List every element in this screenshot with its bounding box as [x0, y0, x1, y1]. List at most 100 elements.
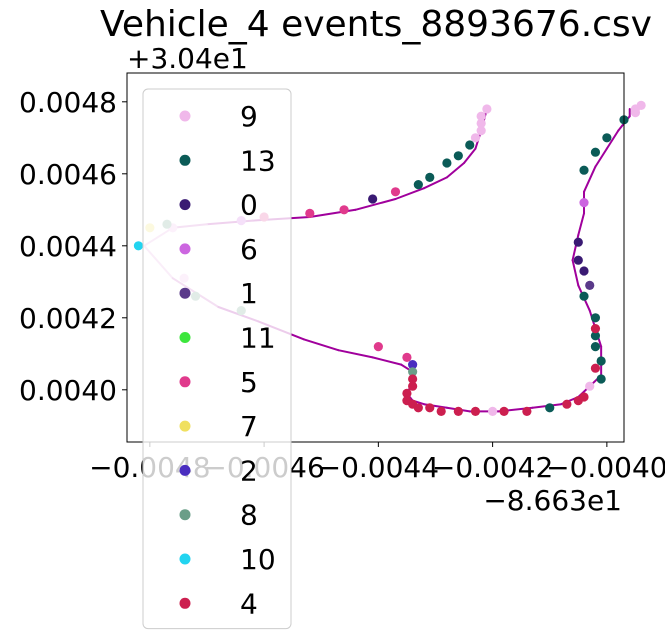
chart-title: Vehicle_4 events_8893676.csv: [100, 4, 652, 45]
data-point-series-5: [402, 352, 412, 362]
legend-label-5: 5: [240, 366, 258, 399]
data-point-series-0: [368, 194, 378, 204]
data-point-series-10: [133, 241, 144, 251]
trajectory-segment: [594, 147, 608, 168]
data-point-series-13: [596, 356, 606, 366]
legend-label-11: 11: [240, 322, 276, 355]
data-point-series-4: [408, 381, 418, 391]
legend-label-10: 10: [240, 543, 276, 576]
legend-marker-8: [179, 509, 191, 521]
data-point-series-13: [590, 342, 601, 352]
data-point-series-9: [476, 111, 486, 121]
legend-label-8: 8: [240, 499, 258, 532]
data-point-series-4: [590, 324, 601, 334]
trajectory-segment: [337, 349, 374, 359]
data-point-series-4: [402, 388, 412, 398]
data-point-series-13: [545, 403, 555, 413]
legend-marker-10: [179, 553, 191, 565]
data-point-series-13: [602, 133, 612, 143]
data-point-series-4: [522, 406, 532, 416]
data-point-series-4: [408, 374, 418, 384]
data-point-series-9: [488, 406, 498, 416]
legend-marker-9: [179, 110, 191, 122]
trajectory-segment: [577, 212, 586, 236]
y-tick-label: 0.0046: [19, 158, 117, 191]
data-point-series-9: [470, 133, 481, 143]
legend-marker-2: [179, 464, 191, 476]
data-point-series-13: [590, 147, 601, 157]
trajectory-segment: [423, 176, 448, 190]
trajectory-segment: [605, 129, 620, 150]
data-point-series-4: [453, 406, 463, 416]
data-point-series-13: [579, 165, 589, 175]
axes-frame: [126, 72, 625, 443]
data-point-series-13: [596, 374, 606, 384]
data-point-series-13: [590, 313, 601, 323]
data-point-series-4: [590, 363, 601, 373]
trajectory-segment: [303, 338, 340, 352]
trajectory-segment: [445, 162, 466, 179]
data-point-series-13: [453, 151, 463, 161]
data-point-series-4: [562, 399, 572, 409]
axes: −0.0048−0.0046−0.0044−0.0042−0.00400.004…: [19, 72, 665, 484]
trajectory-segment: [371, 356, 403, 366]
x-tick-label: −0.0042: [432, 451, 553, 484]
trajectory-segment: [463, 147, 477, 164]
data-point-series-0: [579, 266, 589, 276]
x-tick-label: −0.0044: [318, 451, 439, 484]
data-point-series-13: [425, 172, 435, 182]
data-point-series-4: [436, 406, 446, 416]
data-point-series-13: [590, 331, 601, 341]
legend-marker-4: [179, 597, 191, 609]
legend-marker-5: [179, 376, 191, 388]
legend-label-1: 1: [240, 277, 258, 310]
data-point-series-13: [413, 180, 423, 190]
legend-label-9: 9: [240, 100, 258, 133]
trajectory-segment: [583, 165, 597, 193]
legend-marker-7: [179, 420, 191, 432]
y-tick-label: 0.0044: [19, 230, 117, 263]
data-point-series-4: [579, 392, 589, 402]
y-tick-label: 0.0048: [19, 86, 117, 119]
legend-marker-11: [179, 332, 191, 343]
data-point-series-6: [579, 198, 589, 208]
data-point-series-5: [305, 208, 315, 218]
legend-label-0: 0: [240, 189, 258, 222]
data-point-series-0: [573, 237, 583, 247]
legend-label-7: 7: [240, 410, 258, 443]
data-point-series-4: [499, 406, 509, 416]
data-point-series-13: [579, 291, 589, 301]
x-offset-label: −8.663e1: [483, 484, 622, 517]
data-point-series-13: [465, 140, 475, 150]
legend-marker-0: [179, 199, 191, 211]
data-point-series-9: [476, 118, 486, 128]
legend-marker-6: [179, 243, 191, 255]
data-point-series-4: [470, 406, 481, 416]
data-point-series-5: [373, 342, 383, 352]
data-point-series-4: [425, 403, 435, 413]
y-tick-label: 0.0040: [19, 374, 117, 407]
legend-label-6: 6: [240, 233, 258, 266]
y-offset-label: +3.04e1: [127, 42, 248, 75]
data-point-series-13: [442, 158, 452, 168]
data-point-series-5: [390, 187, 401, 197]
data-point-series-8: [408, 367, 418, 377]
legend-label-2: 2: [240, 454, 258, 487]
y-tick-label: 0.0042: [19, 302, 117, 335]
legend-label-4: 4: [240, 587, 258, 620]
data-point-series-9: [482, 104, 492, 114]
legend-marker-13: [179, 154, 191, 166]
data-point-series-4: [413, 403, 423, 413]
data-point-series-9: [630, 104, 641, 114]
data-point-series-5: [339, 205, 349, 215]
data-point-series-0: [573, 255, 583, 265]
trajectory-segment: [571, 259, 580, 287]
trajectory-segment: [308, 208, 357, 218]
data-point-series-1: [585, 280, 595, 290]
legend-label-13: 13: [240, 144, 276, 177]
legend-box: [142, 88, 292, 630]
data-point-series-9: [476, 126, 486, 136]
trajectory-segment: [394, 187, 426, 200]
